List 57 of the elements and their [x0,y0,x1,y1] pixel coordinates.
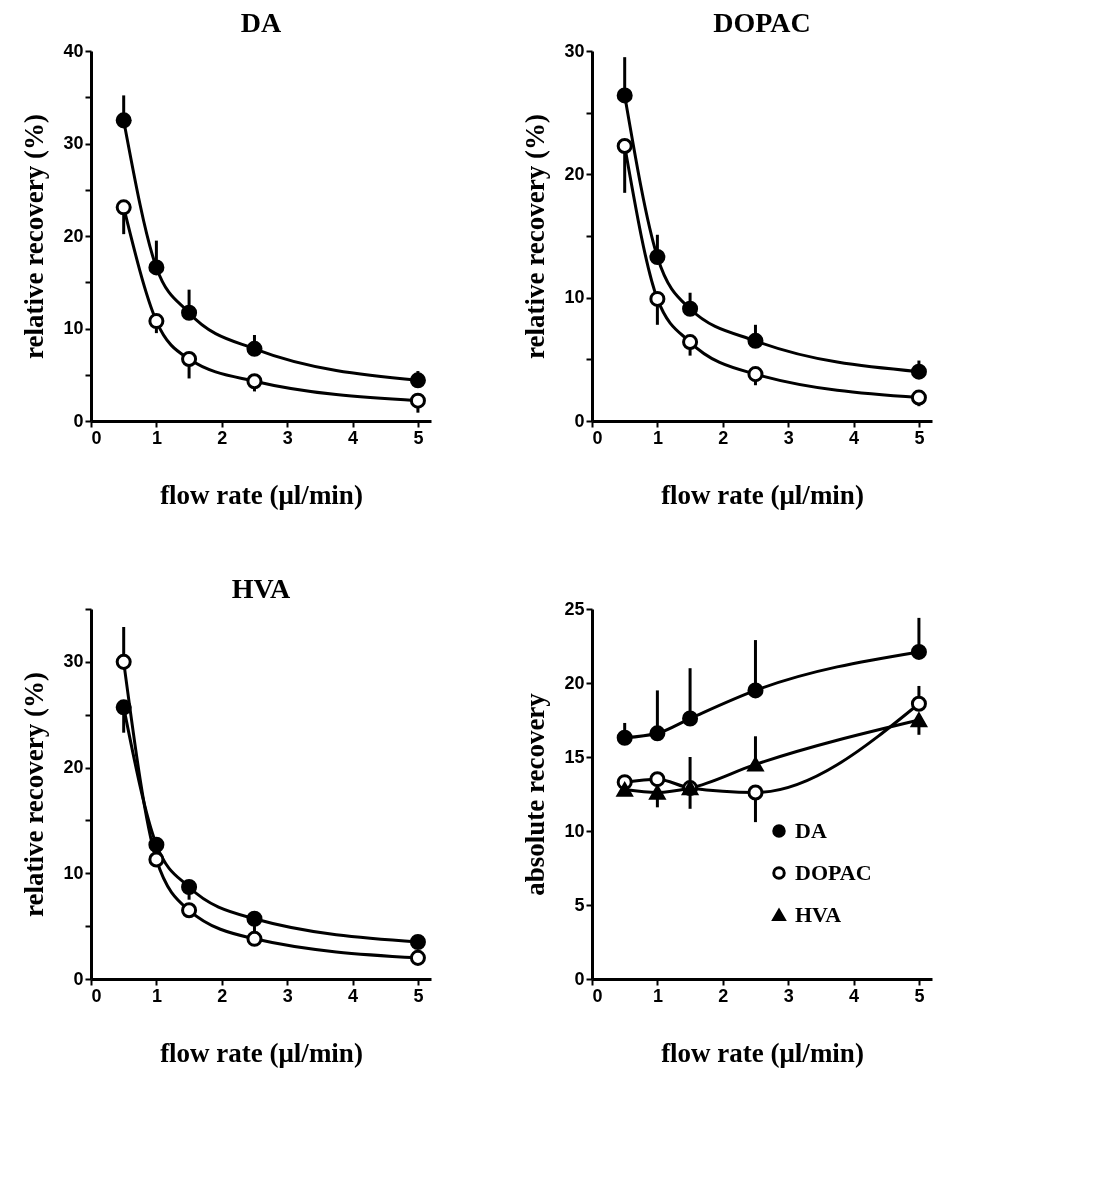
x-tick-label: 4 [348,985,359,1006]
legend-label: HVA [795,902,842,927]
y-tick-label: 0 [574,410,585,431]
y-tick-label: 10 [63,318,84,338]
legend-label: DA [795,818,827,843]
y-tick-label: 10 [564,820,585,841]
y-tick-label: 40 [63,40,84,61]
y-tick-label: 15 [564,746,585,767]
x-tick-label: 1 [652,427,663,448]
y-axis-title: relative recovery (%) [520,114,551,359]
x-tick-label: 5 [914,985,925,1006]
y-tick-label: 20 [63,225,84,246]
x-tick-label: 3 [783,985,794,1006]
x-axis-title: flow rate (μl/min) [661,1037,864,1068]
legend-label: DOPAC [795,860,872,885]
x-tick-label: 4 [849,427,860,448]
x-tick-label: 2 [718,427,729,448]
y-tick-label: 0 [73,410,84,431]
y-tick-label: 30 [63,651,84,672]
y-tick-label: 20 [564,672,585,693]
y-axis-title: absolute recovery [520,692,551,896]
chart-title: HVA [231,573,292,604]
x-tick-label: 4 [348,427,359,448]
x-tick-label: 0 [91,427,102,448]
x-tick-label: 2 [217,985,228,1006]
x-axis-title: flow rate (μl/min) [661,479,864,510]
x-tick-label: 2 [718,985,729,1006]
y-tick-label: 30 [63,133,84,153]
y-tick-label: 10 [63,862,84,883]
x-tick-label: 2 [217,427,228,448]
y-axis-title: relative recovery (%) [19,114,50,359]
x-tick-label: 4 [849,985,860,1006]
y-tick-label: 0 [574,968,585,989]
x-tick-label: 5 [413,427,424,448]
y-tick-label: 0 [73,968,84,989]
x-tick-label: 0 [592,427,603,448]
x-tick-label: 5 [914,427,925,448]
x-axis-title: flow rate (μl/min) [160,1037,363,1068]
x-tick-label: 1 [652,985,663,1006]
chart-title: DA [240,7,282,38]
x-tick-label: 3 [282,427,293,448]
chart-title: DOPAC [713,7,811,38]
y-tick-label: 20 [63,757,84,778]
x-tick-label: 5 [413,985,424,1006]
x-tick-label: 3 [282,985,293,1006]
x-tick-label: 3 [783,427,794,448]
y-axis-title: relative recovery (%) [19,672,50,917]
x-tick-label: 0 [91,985,102,1006]
x-axis-title: flow rate (μl/min) [160,479,363,510]
y-tick-label: 25 [564,598,585,619]
y-tick-label: 30 [564,40,585,61]
y-tick-label: 5 [574,894,585,915]
x-tick-label: 1 [151,985,162,1006]
x-tick-label: 0 [592,985,603,1006]
y-tick-label: 10 [564,287,585,308]
x-tick-label: 1 [151,427,162,448]
y-tick-label: 20 [564,163,585,184]
